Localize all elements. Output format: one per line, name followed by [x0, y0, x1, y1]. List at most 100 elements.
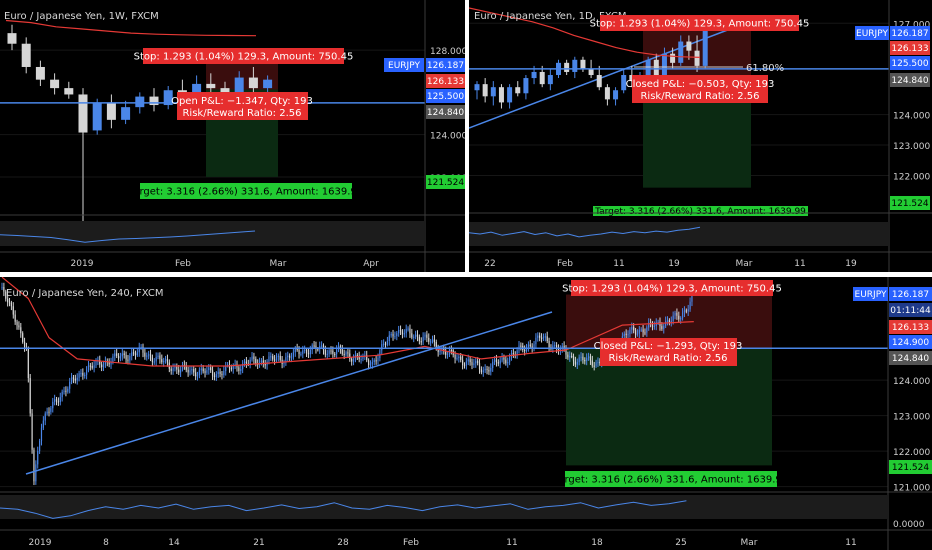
candle [279, 355, 281, 360]
candle [680, 318, 682, 320]
candle [161, 359, 163, 363]
candle [234, 77, 244, 95]
symbol-badge: EURJPY [855, 290, 887, 300]
candle [305, 349, 308, 353]
candle [574, 361, 576, 365]
candle [248, 77, 258, 89]
candle [149, 96, 159, 106]
ma-price-label-bg [890, 41, 930, 55]
candle [176, 366, 178, 370]
daily-chart-svg[interactable]: 61.80% Euro / Japanese Yen, 1D, FXCMStop:… [469, 0, 932, 272]
candle [672, 315, 674, 321]
candle [394, 335, 396, 338]
candle [454, 354, 456, 359]
candle [484, 368, 486, 371]
candle [255, 358, 257, 364]
candle [488, 370, 490, 372]
candle [659, 321, 661, 327]
candle [189, 370, 191, 373]
candle [691, 294, 693, 302]
candle [240, 369, 242, 371]
candle [243, 361, 246, 364]
candle [415, 334, 417, 337]
candle [242, 363, 244, 370]
candle [588, 68, 594, 76]
candle [556, 345, 558, 349]
candle [572, 356, 575, 362]
candle [670, 320, 672, 323]
candle [287, 355, 289, 358]
candle [44, 413, 46, 421]
candle [474, 84, 480, 91]
candle [249, 359, 251, 364]
h4-chart-svg[interactable]: Euro / Japanese Yen, 240, FXCM Stop: 1.29… [0, 277, 932, 550]
candle [554, 345, 556, 347]
candle [309, 349, 311, 355]
candle [185, 365, 187, 370]
candle [206, 83, 216, 89]
pnl-box-bg [600, 338, 737, 366]
grey-price-label-bg [889, 351, 932, 365]
candle [486, 368, 488, 371]
candle [42, 420, 44, 428]
candle [567, 354, 569, 358]
candle [112, 356, 114, 363]
target-label-bg [565, 471, 777, 487]
target-label-bg [140, 183, 352, 199]
candle [702, 29, 708, 66]
candle [631, 327, 633, 330]
candle [428, 337, 430, 342]
oscillator-line [469, 226, 701, 238]
y-tick-label: 124.000 [893, 112, 930, 122]
candle [537, 335, 539, 338]
candle [480, 369, 482, 373]
y-tick-label: 127.000 [893, 20, 930, 30]
h4-chart-panel[interactable]: Euro / Japanese Yen, 240, FXCM Stop: 1.29… [0, 277, 932, 550]
candle [76, 377, 78, 381]
oscillator-line [0, 500, 687, 519]
candle [290, 357, 293, 359]
candle [687, 309, 689, 312]
candle [439, 350, 441, 353]
x-tick-label: Mar [741, 538, 758, 548]
candle [174, 366, 176, 369]
chart-title: Euro / Japanese Yen, 1D, FXCM [474, 11, 627, 22]
weekly-chart-panel[interactable]: Euro / Japanese Yen, 1W, FXCM Stop: 1.293… [0, 0, 465, 272]
x-tick-label: 22 [484, 259, 495, 269]
candle [544, 336, 546, 338]
daily-chart-panel[interactable]: 61.80% Euro / Japanese Yen, 1D, FXCM Stop:… [469, 0, 932, 272]
candle [211, 370, 214, 376]
candle [426, 334, 428, 338]
candle [597, 361, 599, 364]
candle [220, 88, 230, 95]
candle [465, 361, 467, 366]
ma-price-label: 126.133 [891, 44, 928, 54]
candle [456, 357, 458, 360]
trend-line[interactable] [25, 311, 553, 475]
candle [195, 372, 197, 377]
candle [441, 348, 443, 351]
candle [360, 358, 362, 361]
candle [653, 325, 655, 328]
candle [61, 391, 63, 398]
candle [251, 356, 253, 360]
oscillator-tick-label: 0.0000 [893, 520, 925, 530]
candle [296, 348, 298, 351]
candle [119, 356, 122, 359]
candle [48, 411, 50, 413]
level-price-label: 125.500 [427, 92, 464, 102]
weekly-chart-svg[interactable]: Euro / Japanese Yen, 1W, FXCM Stop: 1.293… [0, 0, 465, 272]
grey-price-label: 124.840 [891, 76, 928, 86]
candle [509, 356, 511, 363]
candle [648, 322, 650, 328]
x-tick-label: Feb [175, 259, 191, 269]
candle [164, 359, 167, 361]
candle [153, 361, 155, 363]
candle [384, 343, 387, 345]
grey-price-label-bg [426, 105, 465, 119]
candle [499, 360, 501, 364]
candle [462, 359, 464, 365]
candle [270, 356, 272, 358]
chart-title: Euro / Japanese Yen, 240, FXCM [6, 288, 164, 299]
candle [420, 341, 422, 343]
